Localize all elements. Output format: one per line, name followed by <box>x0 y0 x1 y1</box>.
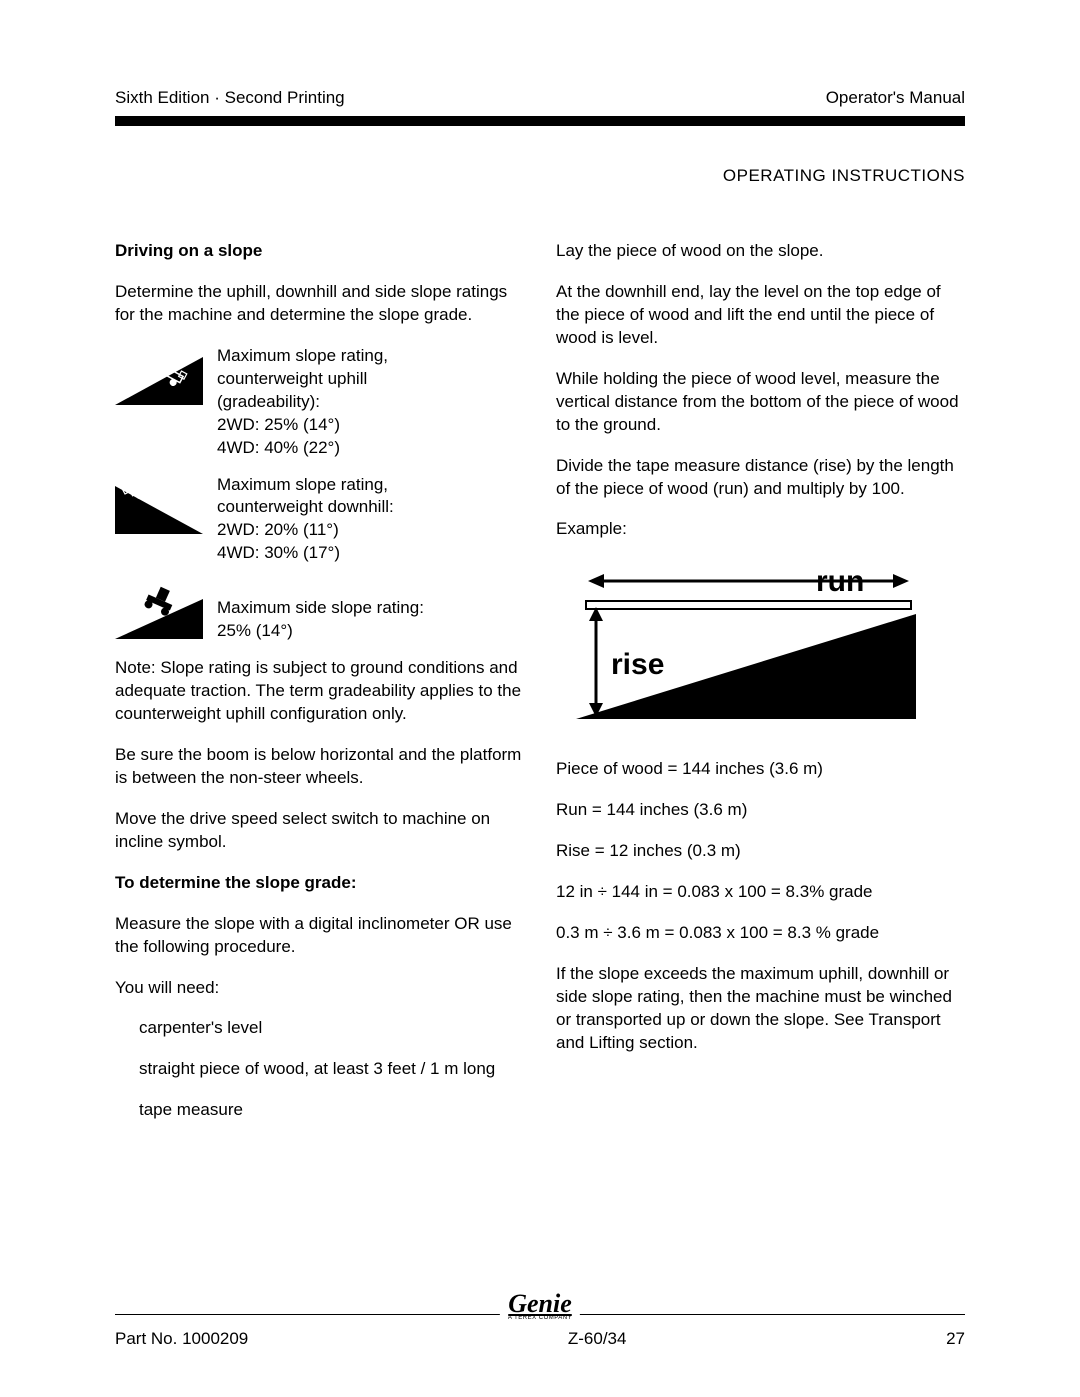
text: counterweight downhill: <box>217 497 394 516</box>
note: Note: Slope rating is subject to ground … <box>115 657 524 726</box>
text: 4WD: 30% (17°) <box>217 543 340 562</box>
para: While holding the piece of wood level, m… <box>556 368 965 437</box>
header-bar: Sixth Edition · Second Printing Operator… <box>115 88 965 108</box>
header-right: Operator's Manual <box>826 88 965 108</box>
content-columns: Driving on a slope Determine the uphill,… <box>115 240 965 1140</box>
slope-downhill-text: Maximum slope rating, counterweight down… <box>217 474 524 566</box>
text: counterweight uphill <box>217 369 367 388</box>
uphill-icon <box>115 345 203 405</box>
para: Move the drive speed select switch to ma… <box>115 808 524 854</box>
text: Maximum slope rating, <box>217 475 388 494</box>
para: Determine the uphill, downhill and side … <box>115 281 524 327</box>
para: At the downhill end, lay the level on th… <box>556 281 965 350</box>
example-line: 12 in ÷ 144 in = 0.083 x 100 = 8.3% grad… <box>556 881 965 904</box>
header-left: Sixth Edition · Second Printing <box>115 88 345 108</box>
section-title: OPERATING INSTRUCTIONS <box>115 166 965 186</box>
logo-subtext: A TEREX COMPANY <box>508 1315 572 1321</box>
list-item: straight piece of wood, at least 3 feet … <box>115 1058 524 1081</box>
diagram-svg: run rise <box>556 559 926 729</box>
para: Measure the slope with a digital inclino… <box>115 913 524 959</box>
para: Be sure the boom is below horizontal and… <box>115 744 524 790</box>
run-label: run <box>816 565 864 598</box>
heading-grade: To determine the slope grade: <box>115 872 524 895</box>
list-item: tape measure <box>115 1099 524 1122</box>
para: You will need: <box>115 977 524 1000</box>
text: 25% (14°) <box>217 621 293 640</box>
text: (gradeability): <box>217 392 320 411</box>
slope-uphill-text: Maximum slope rating, counterweight uphi… <box>217 345 524 460</box>
slope-side-text: Maximum side slope rating: 25% (14°) <box>217 579 524 643</box>
slope-uphill: Maximum slope rating, counterweight uphi… <box>115 345 524 460</box>
downhill-icon <box>115 474 203 534</box>
list-item: carpenter's level <box>115 1017 524 1040</box>
side-slope-icon <box>115 579 203 639</box>
para: Divide the tape measure distance (rise) … <box>556 455 965 501</box>
text: 2WD: 20% (11°) <box>217 520 339 539</box>
para: Example: <box>556 518 965 541</box>
logo-text: Genie <box>508 1292 572 1315</box>
example-line: Piece of wood = 144 inches (3.6 m) <box>556 758 965 781</box>
para: If the slope exceeds the maximum uphill,… <box>556 963 965 1055</box>
example-line: Run = 144 inches (3.6 m) <box>556 799 965 822</box>
footer-right: 27 <box>946 1329 965 1349</box>
slope-side: Maximum side slope rating: 25% (14°) <box>115 579 524 643</box>
text: 2WD: 25% (14°) <box>217 415 340 434</box>
text: Maximum side slope rating: <box>217 598 424 617</box>
page: Sixth Edition · Second Printing Operator… <box>0 0 1080 1397</box>
left-column: Driving on a slope Determine the uphill,… <box>115 240 524 1140</box>
footer-center: Z-60/34 <box>568 1329 627 1349</box>
slope-downhill: Maximum slope rating, counterweight down… <box>115 474 524 566</box>
right-column: Lay the piece of wood on the slope. At t… <box>556 240 965 1140</box>
example-line: 0.3 m ÷ 3.6 m = 0.083 x 100 = 8.3 % grad… <box>556 922 965 945</box>
text: Maximum slope rating, <box>217 346 388 365</box>
example-line: Rise = 12 inches (0.3 m) <box>556 840 965 863</box>
header-rule <box>115 116 965 126</box>
text: 4WD: 40% (22°) <box>217 438 340 457</box>
rise-label: rise <box>611 648 664 681</box>
para: Lay the piece of wood on the slope. <box>556 240 965 263</box>
footer: Part No. 1000209 Z-60/34 27 <box>115 1329 965 1349</box>
heading-driving: Driving on a slope <box>115 240 524 263</box>
rise-run-diagram: run rise <box>556 559 965 736</box>
footer-left: Part No. 1000209 <box>115 1329 248 1349</box>
logo: Genie A TEREX COMPANY <box>500 1292 580 1321</box>
